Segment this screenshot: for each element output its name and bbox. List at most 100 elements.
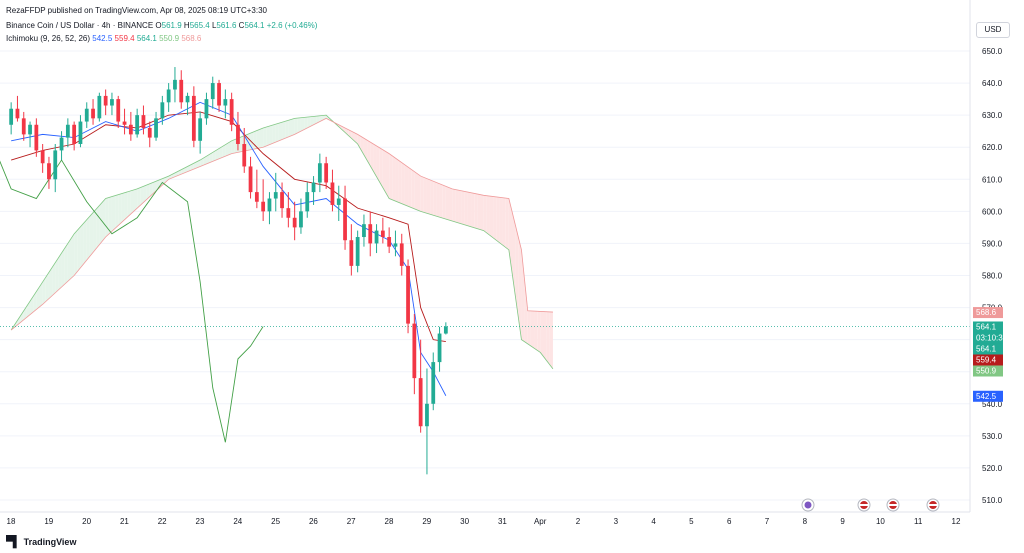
leading-span-a-line <box>10 114 554 370</box>
indicator-legend[interactable]: Ichimoku (9, 26, 52, 26) 542.5 559.4 564… <box>6 34 201 43</box>
x-tick-label: 6 <box>727 517 732 526</box>
cloud-segment <box>452 188 456 222</box>
x-tick-label: 7 <box>765 517 770 526</box>
cloud-segment <box>165 176 169 183</box>
price-tag-label: 564.1 <box>976 344 997 353</box>
cloud-segment <box>449 187 453 221</box>
y-tick-label: 510.0 <box>982 496 1003 505</box>
cloud-segment <box>534 311 538 351</box>
candle-body <box>147 127 152 138</box>
x-tick-label: 18 <box>7 517 16 526</box>
close-value: 564.1 <box>244 21 265 30</box>
y-tick-label: 580.0 <box>982 272 1003 281</box>
cloud-segment <box>64 243 68 285</box>
x-tick-label: 20 <box>82 517 91 526</box>
chart-grid <box>0 50 970 501</box>
currency-button[interactable]: USD <box>976 22 1010 38</box>
candle-body <box>387 237 392 247</box>
candle-body <box>437 333 442 363</box>
y-tick-label: 520.0 <box>982 464 1003 473</box>
x-tick-label: 24 <box>233 517 242 526</box>
event-icon[interactable] <box>801 498 815 512</box>
cloud-segment <box>282 121 286 140</box>
cloud-segment <box>546 311 550 365</box>
span-a-value: 550.9 <box>159 34 180 43</box>
candle-body <box>236 124 240 145</box>
cloud-segment <box>477 194 481 230</box>
symbol-title: Binance Coin / US Dollar · 4h · BINANCE <box>6 21 154 30</box>
lagging-span-line <box>0 159 264 443</box>
x-tick-label: 30 <box>460 517 469 526</box>
candle-body <box>425 403 429 427</box>
price-tag-label: 550.9 <box>976 366 997 375</box>
cloud-segment <box>30 296 34 315</box>
price-tag <box>973 365 1003 377</box>
cloud-segment <box>102 198 106 241</box>
y-tick-label: 540.0 <box>982 400 1003 409</box>
cloud-segment <box>61 248 65 288</box>
cloud-segment <box>55 257 59 293</box>
candle-body <box>59 137 64 151</box>
us-flag-event-icon[interactable] <box>886 498 900 512</box>
price-tag <box>973 343 1003 355</box>
candle-body <box>267 198 272 212</box>
cloud-segment <box>386 151 390 199</box>
change-value: +2.6 (+0.46%) <box>266 21 318 30</box>
candle-body <box>317 163 322 183</box>
cloud-segment <box>219 146 223 159</box>
cloud-segment <box>537 311 541 353</box>
price-tag <box>973 307 1003 319</box>
candle-body <box>28 124 32 135</box>
price-tag-label: 564.1 <box>976 322 997 331</box>
cloud-segment <box>71 233 75 279</box>
cloud-segment <box>445 186 449 221</box>
cloud-segment <box>493 196 497 241</box>
cloud-segment <box>502 197 506 248</box>
candle-body <box>418 378 423 427</box>
cloud-segment <box>471 192 475 228</box>
candle-body <box>198 118 203 141</box>
cloud-segment <box>118 193 122 226</box>
cloud-segment <box>436 182 440 218</box>
x-tick-label: 27 <box>347 517 356 526</box>
us-flag-event-icon[interactable] <box>857 498 871 512</box>
x-tick-label: 8 <box>803 517 808 526</box>
x-tick-label: 29 <box>422 517 431 526</box>
cloud-segment <box>433 181 437 217</box>
candle-body <box>84 108 89 122</box>
cloud-segment <box>288 119 292 137</box>
cloud-segment <box>143 185 147 203</box>
time-axis: 18 19 20 21 22 23 24 25 26 27 28 29 30 31 Apr 2 3 4 5 6 7 8 9 1… <box>7 517 961 526</box>
cloud-segment <box>420 176 424 213</box>
y-tick-label: 630.0 <box>982 111 1003 120</box>
y-tick-label: 610.0 <box>982 175 1003 184</box>
candle-body <box>9 108 14 125</box>
tradingview-brand[interactable]: ▀▌ TradingView <box>6 536 76 548</box>
cloud-segment <box>247 133 251 151</box>
cloud-segment <box>304 117 308 130</box>
us-flag-event-icon[interactable] <box>926 498 940 512</box>
price-tag-label: 542.5 <box>976 392 997 401</box>
candle-body <box>406 265 410 324</box>
cloud-segment <box>423 177 427 214</box>
cloud-segment <box>140 186 144 206</box>
candle-body <box>280 192 284 209</box>
candle-body <box>431 362 436 404</box>
x-tick-label: 2 <box>576 517 581 526</box>
cloud-segment <box>36 286 40 310</box>
x-tick-label: 12 <box>952 517 961 526</box>
ichimoku-cloud <box>11 115 553 369</box>
cloud-segment <box>127 190 131 217</box>
candle-body <box>179 79 184 103</box>
cloud-segment <box>486 195 490 236</box>
symbol-legend[interactable]: Binance Coin / US Dollar · 4h · BINANCE … <box>6 21 318 30</box>
cloud-segment <box>489 196 494 238</box>
cloud-segment <box>549 311 553 369</box>
conversion-value: 542.5 <box>92 34 113 43</box>
candle-body <box>217 83 221 106</box>
candle-body <box>173 79 177 90</box>
cloud-segment <box>266 126 270 146</box>
price-tag <box>973 332 1003 344</box>
candle-body <box>91 108 95 119</box>
